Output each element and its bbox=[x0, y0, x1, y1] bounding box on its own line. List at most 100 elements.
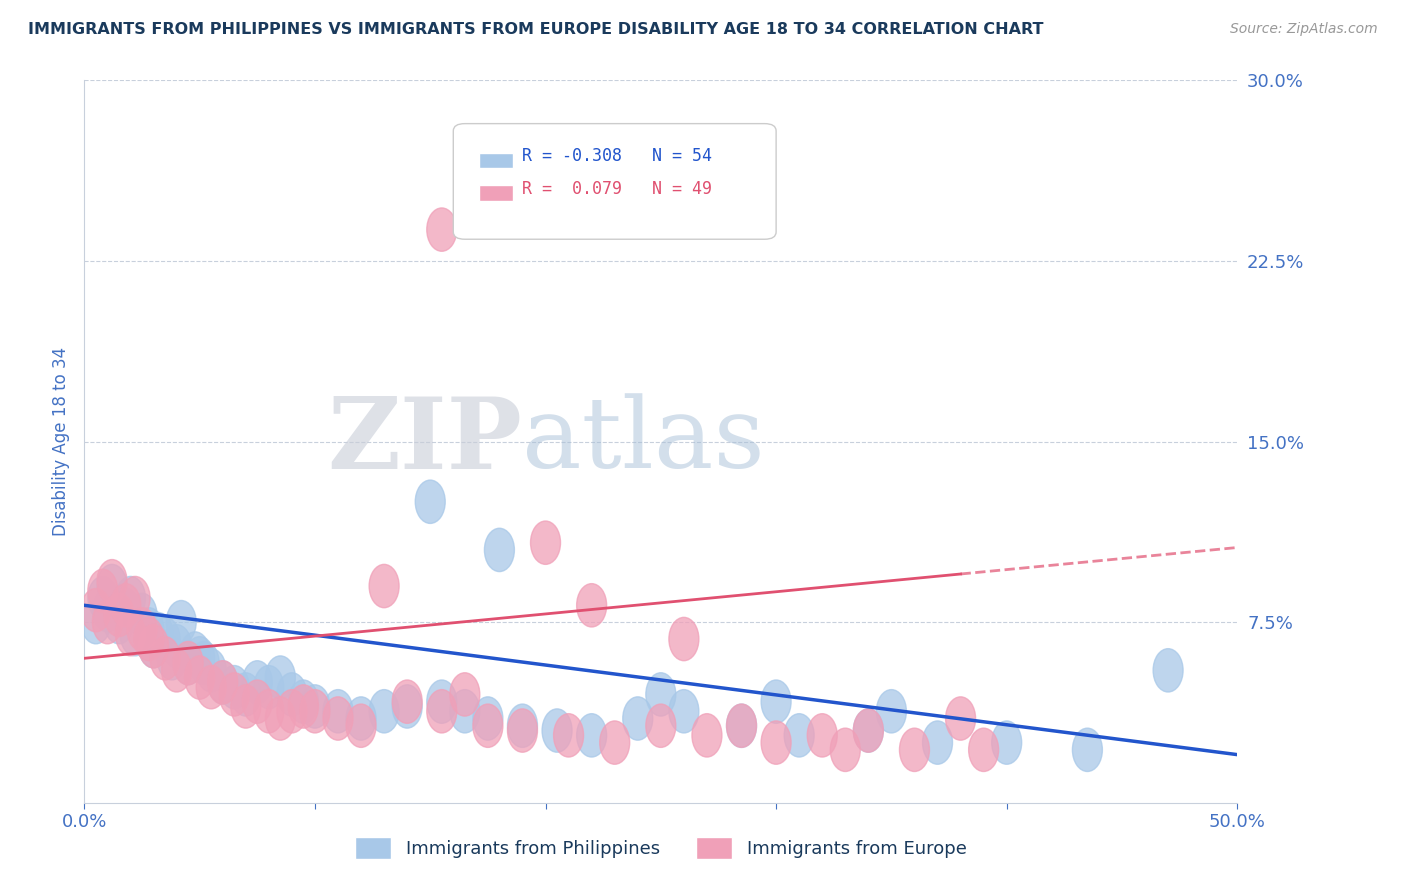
Ellipse shape bbox=[173, 641, 202, 685]
Ellipse shape bbox=[450, 673, 479, 716]
Ellipse shape bbox=[1153, 648, 1182, 692]
Text: IMMIGRANTS FROM PHILIPPINES VS IMMIGRANTS FROM EUROPE DISABILITY AGE 18 TO 34 CO: IMMIGRANTS FROM PHILIPPINES VS IMMIGRANT… bbox=[28, 22, 1043, 37]
Ellipse shape bbox=[219, 665, 249, 709]
Ellipse shape bbox=[134, 607, 165, 651]
Ellipse shape bbox=[370, 565, 399, 607]
Ellipse shape bbox=[485, 528, 515, 572]
Ellipse shape bbox=[761, 721, 792, 764]
Ellipse shape bbox=[97, 565, 127, 607]
Ellipse shape bbox=[645, 673, 676, 716]
Ellipse shape bbox=[807, 714, 837, 757]
Ellipse shape bbox=[82, 589, 111, 632]
Text: atlas: atlas bbox=[523, 393, 765, 490]
Ellipse shape bbox=[190, 641, 219, 685]
FancyBboxPatch shape bbox=[478, 153, 513, 169]
Ellipse shape bbox=[785, 714, 814, 757]
Ellipse shape bbox=[623, 697, 652, 740]
Ellipse shape bbox=[392, 685, 422, 728]
Ellipse shape bbox=[392, 680, 422, 723]
Ellipse shape bbox=[323, 697, 353, 740]
Ellipse shape bbox=[370, 690, 399, 733]
Ellipse shape bbox=[576, 714, 606, 757]
Ellipse shape bbox=[450, 690, 479, 733]
Ellipse shape bbox=[111, 589, 141, 632]
Ellipse shape bbox=[277, 673, 307, 716]
Ellipse shape bbox=[922, 721, 952, 764]
Ellipse shape bbox=[576, 583, 606, 627]
Ellipse shape bbox=[427, 690, 457, 733]
Ellipse shape bbox=[139, 624, 169, 668]
Ellipse shape bbox=[1073, 728, 1102, 772]
Ellipse shape bbox=[157, 637, 187, 680]
Ellipse shape bbox=[242, 661, 273, 704]
Ellipse shape bbox=[346, 697, 375, 740]
Ellipse shape bbox=[254, 690, 284, 733]
Ellipse shape bbox=[104, 600, 134, 644]
Ellipse shape bbox=[266, 656, 295, 699]
Ellipse shape bbox=[242, 680, 273, 723]
Ellipse shape bbox=[346, 704, 375, 747]
Ellipse shape bbox=[277, 690, 307, 733]
Ellipse shape bbox=[288, 685, 318, 728]
Ellipse shape bbox=[876, 690, 907, 733]
Text: R =  0.079   N = 49: R = 0.079 N = 49 bbox=[523, 179, 713, 198]
Ellipse shape bbox=[115, 576, 145, 620]
Ellipse shape bbox=[93, 600, 122, 644]
Ellipse shape bbox=[299, 685, 330, 728]
Ellipse shape bbox=[900, 728, 929, 772]
Ellipse shape bbox=[127, 593, 157, 637]
Ellipse shape bbox=[543, 709, 572, 752]
Ellipse shape bbox=[120, 576, 150, 620]
Ellipse shape bbox=[127, 607, 157, 651]
Ellipse shape bbox=[323, 690, 353, 733]
Ellipse shape bbox=[472, 704, 503, 747]
Ellipse shape bbox=[87, 569, 118, 613]
Ellipse shape bbox=[266, 697, 295, 740]
Ellipse shape bbox=[162, 648, 191, 692]
Ellipse shape bbox=[150, 617, 180, 661]
Ellipse shape bbox=[692, 714, 721, 757]
Ellipse shape bbox=[508, 709, 537, 752]
Legend: Immigrants from Philippines, Immigrants from Europe: Immigrants from Philippines, Immigrants … bbox=[349, 830, 973, 866]
Ellipse shape bbox=[991, 721, 1022, 764]
Ellipse shape bbox=[150, 637, 180, 680]
Ellipse shape bbox=[554, 714, 583, 757]
Ellipse shape bbox=[93, 589, 122, 632]
Ellipse shape bbox=[180, 632, 209, 675]
Ellipse shape bbox=[427, 208, 457, 252]
Ellipse shape bbox=[288, 680, 318, 723]
Ellipse shape bbox=[184, 637, 215, 680]
Ellipse shape bbox=[166, 600, 197, 644]
Ellipse shape bbox=[254, 665, 284, 709]
Ellipse shape bbox=[669, 617, 699, 661]
Ellipse shape bbox=[208, 661, 238, 704]
Ellipse shape bbox=[87, 576, 118, 620]
Ellipse shape bbox=[208, 661, 238, 704]
Ellipse shape bbox=[853, 709, 883, 752]
Ellipse shape bbox=[162, 624, 191, 668]
Ellipse shape bbox=[508, 704, 537, 747]
Ellipse shape bbox=[82, 600, 111, 644]
Ellipse shape bbox=[184, 656, 215, 699]
Ellipse shape bbox=[111, 583, 141, 627]
Ellipse shape bbox=[115, 613, 145, 656]
Ellipse shape bbox=[231, 685, 260, 728]
Ellipse shape bbox=[231, 673, 260, 716]
Ellipse shape bbox=[219, 673, 249, 716]
Ellipse shape bbox=[427, 680, 457, 723]
Ellipse shape bbox=[104, 593, 134, 637]
Ellipse shape bbox=[415, 480, 446, 524]
Ellipse shape bbox=[530, 521, 561, 565]
Ellipse shape bbox=[645, 704, 676, 747]
Ellipse shape bbox=[669, 690, 699, 733]
Ellipse shape bbox=[143, 613, 173, 656]
Ellipse shape bbox=[600, 721, 630, 764]
Ellipse shape bbox=[173, 641, 202, 685]
Ellipse shape bbox=[831, 728, 860, 772]
Text: R = -0.308   N = 54: R = -0.308 N = 54 bbox=[523, 147, 713, 165]
Ellipse shape bbox=[197, 665, 226, 709]
FancyBboxPatch shape bbox=[453, 124, 776, 239]
Ellipse shape bbox=[134, 617, 165, 661]
FancyBboxPatch shape bbox=[478, 185, 513, 201]
Text: ZIP: ZIP bbox=[328, 393, 523, 490]
